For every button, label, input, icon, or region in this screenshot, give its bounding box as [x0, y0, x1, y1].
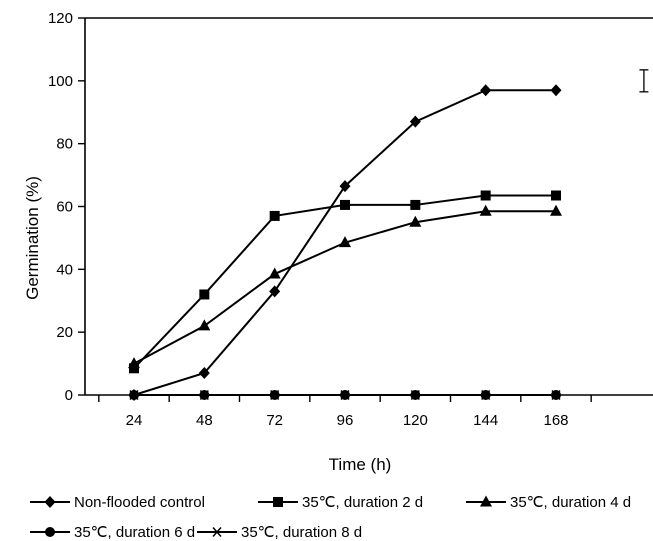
data-point [199, 390, 210, 400]
data-point [199, 289, 210, 300]
legend-marker [45, 527, 55, 537]
legend: Non-flooded control 35℃, duration 2 d 35℃,… [30, 494, 631, 541]
error-bar [639, 69, 649, 93]
x-tick-label: 24 [126, 412, 143, 429]
x-tick-label: 72 [266, 412, 283, 429]
legend-item: 35℃, duration 6 d [30, 524, 195, 541]
y-tick-label: 0 [65, 387, 73, 404]
data-point [268, 267, 281, 279]
x-axis-ticks: 24 48 72 96 120 144 168 [98, 395, 592, 429]
legend-label: 35℃, duration 6 d [74, 524, 195, 541]
x-tick-label: 144 [473, 412, 498, 429]
data-point [129, 363, 139, 374]
legend-marker [44, 496, 56, 508]
data-point [198, 319, 211, 331]
legend-marker [212, 527, 222, 537]
data-point [269, 390, 280, 400]
x-tick-label: 48 [196, 412, 213, 429]
x-tick-label: 168 [543, 412, 568, 429]
data-point [269, 285, 281, 298]
legend-marker [480, 495, 492, 507]
legend-item: Non-flooded control [30, 494, 205, 511]
marker-asterisk-stroke [212, 527, 222, 537]
data-point [480, 84, 492, 97]
legend-label: 35℃, duration 2 d [302, 494, 423, 511]
series-5 [129, 390, 561, 400]
marker-asterisk-stroke [129, 390, 139, 400]
legend-label: 35℃, duration 8 d [241, 524, 362, 541]
y-tick-label: 80 [56, 136, 73, 153]
data-point [550, 84, 562, 97]
data-point [480, 390, 491, 400]
data-point [339, 180, 351, 193]
series-2 [129, 190, 561, 374]
y-axis-title: Germination (%) [23, 176, 42, 300]
data-point [550, 204, 562, 216]
legend-item: 35℃, duration 4 d [466, 494, 631, 511]
data-point [409, 115, 421, 128]
y-tick-label: 120 [48, 10, 73, 27]
data-point [340, 390, 350, 400]
legend-label: Non-flooded control [74, 494, 205, 511]
series-layer [128, 84, 562, 401]
data-point [128, 357, 140, 369]
data-point [269, 210, 280, 221]
data-point [129, 390, 139, 400]
marker-asterisk-stroke [410, 390, 420, 400]
legend-marker [273, 497, 283, 507]
data-point [340, 199, 350, 210]
y-tick-label: 20 [56, 324, 73, 341]
data-point [339, 236, 351, 248]
marker-asterisk-stroke [270, 390, 280, 400]
data-point [410, 390, 421, 400]
y-tick-label: 60 [56, 199, 73, 216]
y-tick-label: 100 [48, 73, 73, 90]
marker-asterisk-stroke [551, 390, 561, 400]
y-tick-label: 40 [56, 261, 73, 278]
series-line [133, 194, 556, 369]
marker-asterisk-stroke [481, 390, 491, 400]
series-1 [128, 84, 562, 401]
data-point [551, 390, 561, 400]
data-point [479, 204, 492, 216]
marker-asterisk-stroke [340, 390, 350, 400]
series-line [133, 210, 556, 365]
data-point [198, 367, 210, 380]
y-axis-ticks: 0 20 40 60 80 100 120 [48, 10, 85, 404]
plot-area [84, 17, 653, 396]
legend-item: 35℃, duration 8 d [197, 524, 362, 541]
x-axis-title: Time (h) [329, 455, 392, 474]
x-tick-label: 120 [403, 412, 428, 429]
legend-item: 35℃, duration 2 d [258, 494, 423, 511]
legend-label: 35℃, duration 4 d [510, 494, 631, 511]
data-point [410, 199, 421, 210]
data-point [551, 190, 561, 201]
data-point [480, 190, 491, 201]
x-tick-label: 96 [337, 412, 354, 429]
data-point [409, 215, 422, 227]
series-3 [128, 204, 562, 369]
marker-asterisk-stroke [199, 390, 209, 400]
